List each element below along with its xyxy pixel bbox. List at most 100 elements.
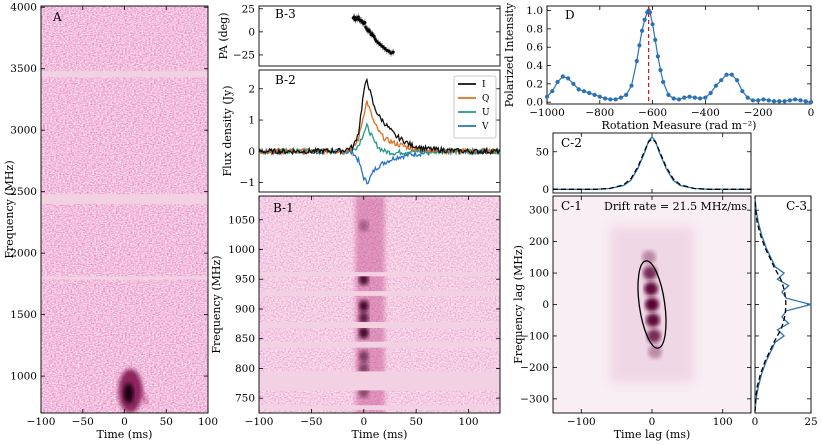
y-axis-label-B-3: PA (deg) [217,12,230,59]
y-tick-label-D: 0.8 [526,23,543,35]
rm-point [629,83,634,88]
y-tick-label-B-3: 0 [248,26,255,38]
y-tick-label-D: 1.0 [526,5,543,17]
masked-band-B-1 [259,341,500,348]
y-tick-label-C-1: −200 [520,362,549,374]
burst-knot-B-1 [358,326,369,339]
rm-point [787,98,792,103]
panel-frame-B-1 [258,195,501,414]
pa-point [374,39,378,43]
rm-point [576,87,581,92]
rm-point [745,95,750,100]
rm-point [650,22,655,27]
rm-point [676,97,682,102]
panel-label-D: D [565,8,575,22]
burst-tail-A [131,377,150,406]
y-tick-label-C-1: −300 [520,393,549,405]
y-tick-label-A: 3500 [10,63,37,75]
acf-lobe-C-1 [647,328,661,343]
x-tick-label-D: −600 [638,107,667,119]
pa-point [363,21,367,25]
y-tick-label-B-1: 950 [235,274,255,286]
burst-core-A [123,383,134,404]
rm-point [734,78,740,83]
y-tick-label-A: 3000 [10,125,37,137]
rm-point [682,95,687,100]
y-tick-label-B-1: 850 [235,333,255,345]
panel-label-B-2: B-2 [275,73,296,87]
panel-label-A: A [52,10,62,24]
legend-label-V: V [481,122,489,132]
pa-point [387,49,391,53]
burst-group-A [118,368,150,413]
panel-label-B-1: B-1 [273,201,294,215]
rm-point [661,79,666,85]
x-tick-label-D: −400 [691,107,720,119]
rm-point [655,54,660,59]
rm-point [602,96,608,101]
rm-point [592,92,597,97]
legend-box [453,75,497,139]
masked-band-B-1 [259,291,500,296]
y-tick-label-D: 0.6 [526,42,543,54]
rm-point [798,98,803,103]
x-tick-label-D: 0 [808,107,815,119]
x-tick-label-D: −200 [744,107,773,119]
rm-point [618,95,624,100]
rm-point [597,94,602,99]
rm-point [698,96,703,101]
panel-frame-B-2 [258,69,501,193]
rm-point [750,98,756,103]
legend-label-Q: Q [482,94,489,104]
acf-freq-data [754,197,812,412]
masked-band-A [41,276,208,280]
y-tick-label-B-1: 1050 [228,214,255,226]
y-tick-label-B-2: 0 [248,146,255,158]
rm-point [555,79,560,85]
rm-point [703,95,708,100]
acf-lobe-C-1 [645,297,659,312]
y-tick-label-B-1: 900 [235,303,255,315]
x-tick-label-C-1: −100 [567,416,596,428]
rm-point [708,90,713,96]
y-tick-label-C-1: 100 [529,268,549,280]
rm-point [692,95,697,100]
y-tick-label-A: 1500 [10,309,37,321]
x-tick-label-A: 100 [198,416,218,428]
rm-point [637,43,642,48]
y-tick-label-D: 0.2 [526,78,543,90]
y-tick-label-A: 4000 [10,2,37,14]
y-tick-label-A: 1000 [10,371,37,383]
y-axis-label-B-1: Frequency (MHz) [210,255,223,353]
y-tick-label-C-1: −100 [520,330,549,342]
x-tick-label-A: 50 [160,416,173,428]
rm-point [639,28,645,33]
burst-knot-B-1 [358,350,369,363]
x-tick-label-B-1: 100 [459,416,479,428]
y-tick-label-D: 0.0 [526,97,543,109]
rm-point [671,96,676,101]
rm-point [761,97,766,102]
panel-label-C-3: C-3 [786,199,807,213]
rm-point [756,98,761,103]
rm-point [740,89,745,94]
rm-point [581,89,587,94]
panel-label-B-3: B-3 [275,7,296,21]
y-tick-label-D: 0.4 [526,60,543,72]
rm-point [729,72,734,77]
y-tick-label-C-1: 0 [542,299,549,311]
x-axis-label-A: Time (ms) [97,428,153,441]
rm-line [546,9,812,103]
rm-point [724,72,729,77]
rm-point [560,74,565,79]
rm-point [766,98,771,103]
rm-point [658,68,663,73]
rm-point [634,58,639,64]
rm-point [550,89,555,94]
legend-label-U: U [482,108,490,118]
pa-point [378,43,383,47]
acf-freq-fit [754,197,787,412]
rm-point [571,81,576,86]
y-tick-label-B-2: 2 [248,83,255,95]
y-tick-label-B-2: −1 [240,177,255,189]
